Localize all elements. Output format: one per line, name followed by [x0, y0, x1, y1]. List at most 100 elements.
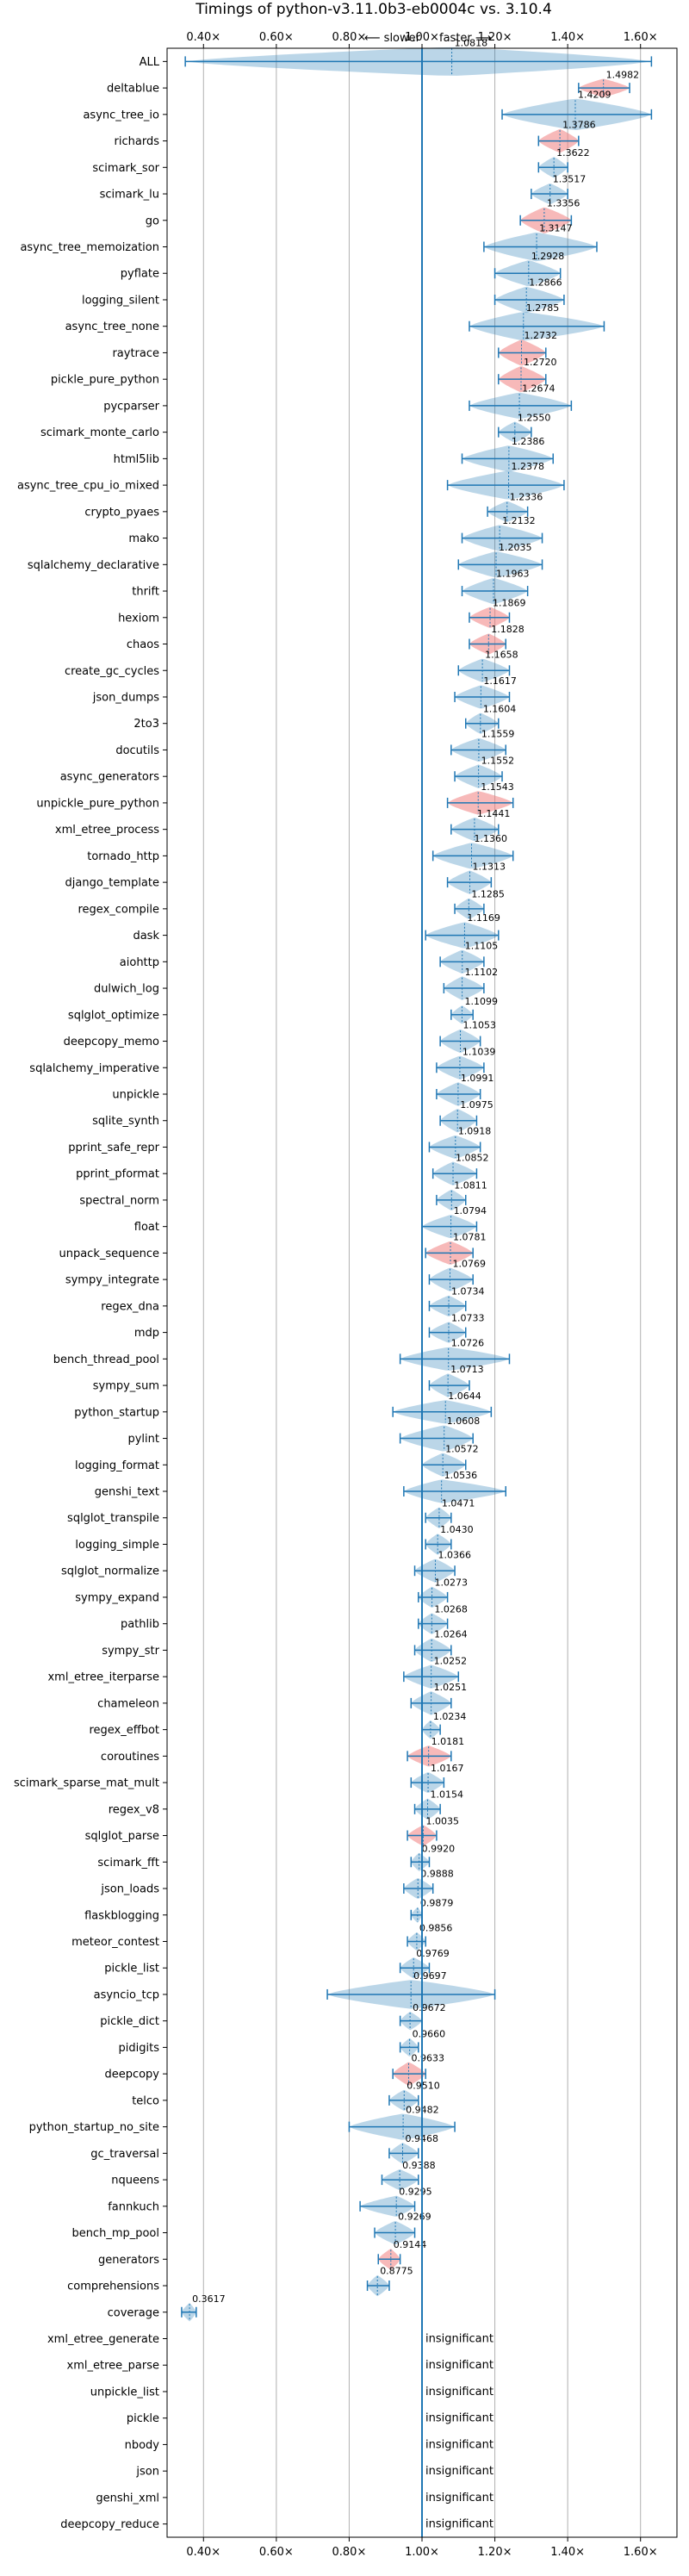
chart-title: Timings of python-v3.11.0b3-eb0004c vs. …	[195, 1, 552, 18]
benchmark-label: json	[135, 2466, 159, 2479]
benchmark-label: sympy_str	[102, 1645, 159, 1658]
x-tick-label-top: 0.40×	[186, 31, 220, 44]
value-label: 1.2132	[502, 515, 536, 526]
value-label: 1.1169	[467, 912, 500, 924]
insignificant-label: insignificant	[425, 2438, 493, 2451]
y-axis-benchmark-labels: ALL deltablue async_tree_io richards scimark…	[14, 56, 167, 2531]
value-label: 0.9920	[422, 1844, 456, 1855]
x-tick-label-bottom: 1.00×	[405, 2546, 439, 2559]
benchmark-label: create_gc_cycles	[65, 665, 159, 678]
benchmark-label: genshi_text	[95, 1486, 159, 1499]
value-label: 1.2550	[518, 412, 551, 423]
value-label: 1.0794	[454, 1205, 487, 1216]
benchmark-label: spectral_norm	[79, 1194, 159, 1207]
value-label: 1.0471	[442, 1497, 475, 1509]
value-label: 1.2035	[499, 542, 532, 553]
benchmark-label: pylint	[127, 1433, 159, 1446]
benchmark-label: async_tree_none	[65, 320, 159, 333]
value-label: 1.1543	[481, 781, 514, 793]
value-label: 0.9510	[407, 2081, 440, 2092]
benchmark-label: generators	[98, 2254, 159, 2267]
benchmark-label: deepcopy_memo	[64, 1036, 159, 1048]
benchmark-label: unpack_sequence	[59, 1248, 159, 1260]
value-label: 0.9388	[402, 2160, 436, 2171]
value-label: 1.1441	[477, 808, 511, 819]
benchmark-label: thrift	[132, 586, 159, 599]
benchmark-label: meteor_contest	[71, 1936, 159, 1949]
benchmark-label: coroutines	[101, 1751, 159, 1764]
benchmark-label: xml_etree_iterparse	[47, 1671, 159, 1684]
value-label: 1.1559	[481, 729, 515, 740]
benchmark-label: logging_format	[75, 1459, 159, 1472]
benchmark-label: unpickle	[112, 1088, 159, 1101]
value-label: 1.4209	[578, 89, 611, 100]
faster-direction-label: faster ⟶	[439, 32, 492, 45]
value-label: 1.1102	[465, 967, 499, 978]
value-label: 1.3622	[556, 147, 590, 159]
x-tick-label-bottom: 0.80×	[332, 2546, 367, 2559]
value-label: 0.9879	[420, 1898, 454, 1909]
x-axis-top: 0.40× 0.60× 0.80× 1.00× 1.20× 1.40× 1.60×	[186, 31, 658, 48]
value-label: 1.0035	[425, 1815, 458, 1826]
benchmark-label: scimark_sor	[92, 162, 159, 175]
value-label: 1.0644	[448, 1391, 481, 1402]
value-label: 0.9295	[399, 2187, 432, 2198]
value-label: 1.1099	[464, 996, 498, 1007]
value-label: 1.0572	[445, 1443, 479, 1454]
benchmark-label: gc_traversal	[90, 2148, 159, 2161]
benchmark-label: ALL	[140, 56, 160, 69]
value-label: 1.1869	[493, 597, 526, 608]
benchmark-label: telco	[132, 2094, 159, 2107]
value-label: 1.0852	[456, 1152, 489, 1163]
benchmark-label: python_startup	[74, 1406, 159, 1419]
benchmark-label: nbody	[125, 2439, 160, 2452]
benchmark-label: html5lib	[114, 453, 159, 466]
benchmark-label: regex_dna	[101, 1300, 159, 1313]
benchmark-label: crypto_pyaes	[84, 506, 159, 519]
value-label: 1.0536	[444, 1470, 478, 1481]
benchmark-label: comprehensions	[67, 2280, 159, 2293]
insignificant-label: insignificant	[425, 2412, 493, 2425]
value-label: 1.1039	[462, 1046, 496, 1057]
x-tick-label-top: 1.00×	[405, 31, 439, 44]
benchmark-label: xml_etree_parse	[67, 2360, 159, 2373]
value-label: 1.4982	[606, 69, 640, 80]
benchmark-label: deepcopy	[104, 2069, 159, 2081]
value-label: 1.1658	[485, 649, 518, 660]
value-label: 1.0975	[460, 1099, 493, 1111]
x-tick-label-bottom: 0.40×	[186, 2546, 220, 2559]
x-tick-label-top: 1.60×	[624, 31, 658, 44]
benchmark-label: pathlib	[121, 1618, 159, 1631]
benchmark-label: regex_v8	[109, 1803, 159, 1816]
benchmark-label: scimark_monte_carlo	[40, 426, 159, 439]
insignificant-label: insignificant	[425, 2518, 493, 2531]
value-label: 1.2386	[512, 436, 545, 447]
x-tick-label-bottom: 1.40×	[550, 2546, 585, 2559]
benchmark-label: pickle_list	[104, 1963, 159, 1976]
benchmark-label: pprint_pformat	[76, 1168, 159, 1181]
value-label: 1.2674	[522, 383, 556, 395]
value-label: 1.0167	[431, 1763, 464, 1774]
benchmark-label: go	[146, 215, 159, 227]
value-label: 1.0733	[451, 1312, 485, 1323]
value-label: 1.2785	[526, 302, 560, 314]
benchmark-label: fannkuch	[108, 2200, 159, 2213]
benchmark-label: docutils	[115, 744, 159, 757]
value-label: 1.0264	[434, 1629, 468, 1640]
benchmark-label: mdp	[134, 1327, 159, 1340]
value-label: 1.0811	[454, 1180, 487, 1192]
value-label: 1.0154	[431, 1789, 463, 1801]
benchmark-label: raytrace	[112, 347, 159, 360]
benchmark-label: aiohttp	[120, 956, 159, 969]
value-label: 1.0366	[438, 1549, 471, 1560]
benchmark-label: scimark_fft	[97, 1857, 159, 1870]
value-label: 0.9769	[416, 1948, 450, 1959]
benchmark-label: async_tree_cpu_io_mixed	[17, 480, 159, 493]
value-label: 1.0181	[431, 1736, 464, 1747]
value-label: 1.1105	[465, 940, 499, 951]
benchmark-label: pidigits	[119, 2042, 160, 2055]
benchmark-label: richards	[115, 135, 160, 148]
value-label: 1.0608	[447, 1416, 481, 1427]
benchmark-label: deepcopy_reduce	[60, 2518, 159, 2531]
value-label: 1.0234	[433, 1711, 467, 1722]
